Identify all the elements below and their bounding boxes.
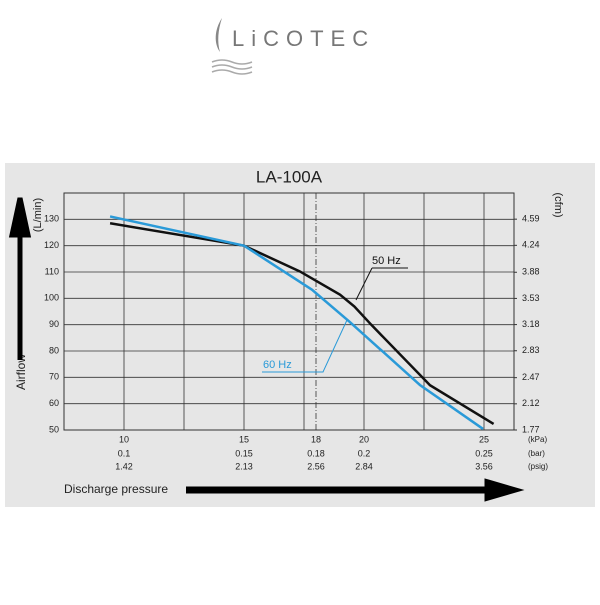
series-label: 50 Hz bbox=[372, 255, 401, 267]
x-tick-label: 25 bbox=[479, 434, 489, 444]
x-tick-label: 15 bbox=[239, 434, 249, 444]
x-tick-label-bar: 0.15 bbox=[235, 448, 253, 458]
y-tick-label: 130 bbox=[44, 214, 59, 224]
x-unit: (bar) bbox=[528, 449, 545, 458]
series-line bbox=[109, 215, 484, 430]
y2-tick-label: 3.53 bbox=[522, 293, 540, 303]
y2-tick-label: 4.24 bbox=[522, 240, 540, 250]
x-axis-title: Discharge pressure bbox=[64, 482, 168, 496]
series-label: 60 Hz bbox=[263, 359, 292, 371]
y2-tick-label: 3.88 bbox=[522, 267, 540, 277]
x-tick-label-bar: 0.18 bbox=[307, 448, 325, 458]
x-tick-label-bar: 0.2 bbox=[358, 448, 371, 458]
y-axis-title: Airflow bbox=[14, 354, 28, 390]
y-tick-label: 70 bbox=[49, 372, 59, 382]
logo-flame bbox=[215, 18, 222, 52]
x-tick-label-psig: 2.84 bbox=[355, 461, 373, 471]
logo: LiCOTEC bbox=[211, 18, 375, 75]
y2-axis-unit: (cfm) bbox=[552, 192, 564, 217]
x-axis-arrow bbox=[186, 478, 525, 502]
y2-tick-label: 2.12 bbox=[522, 398, 540, 408]
x-tick-label: 20 bbox=[359, 434, 369, 444]
x-tick-label-bar: 0.1 bbox=[118, 448, 131, 458]
y-tick-label: 120 bbox=[44, 240, 59, 250]
y2-tick-label: 4.59 bbox=[522, 214, 540, 224]
annotation-leader bbox=[355, 267, 408, 301]
x-tick-label-psig: 2.56 bbox=[307, 461, 325, 471]
x-tick-label-psig: 2.13 bbox=[235, 461, 253, 471]
x-tick-label-psig: 3.56 bbox=[475, 461, 493, 471]
y2-tick-label: 3.18 bbox=[522, 319, 540, 329]
annotation-leader bbox=[262, 319, 348, 373]
y-tick-label: 60 bbox=[49, 398, 59, 408]
y2-tick-label: 2.83 bbox=[522, 345, 540, 355]
x-unit: (psig) bbox=[528, 462, 548, 471]
y-tick-label: 110 bbox=[45, 266, 59, 276]
y-tick-label: 100 bbox=[44, 293, 59, 303]
x-tick-label: 10 bbox=[119, 434, 129, 444]
x-tick-label-bar: 0.25 bbox=[475, 448, 493, 458]
chart-title: LA-100A bbox=[256, 167, 323, 186]
logo-waves bbox=[211, 59, 253, 75]
y-tick-label: 90 bbox=[49, 319, 59, 329]
y2-tick-label: 1.77 bbox=[522, 424, 540, 434]
series-line bbox=[109, 222, 495, 426]
y-axis-arrow bbox=[8, 197, 32, 360]
x-tick-label-psig: 1.42 bbox=[115, 461, 133, 471]
y-axis-unit: (L/min) bbox=[32, 198, 44, 232]
x-tick-label: 18 bbox=[311, 434, 321, 444]
y2-tick-label: 2.47 bbox=[522, 372, 540, 382]
x-unit: (kPa) bbox=[528, 435, 547, 444]
y-tick-label: 80 bbox=[49, 345, 59, 355]
logo-text: LiCOTEC bbox=[232, 26, 375, 51]
chart-panel bbox=[5, 163, 595, 507]
y-tick-label: 50 bbox=[49, 424, 59, 434]
